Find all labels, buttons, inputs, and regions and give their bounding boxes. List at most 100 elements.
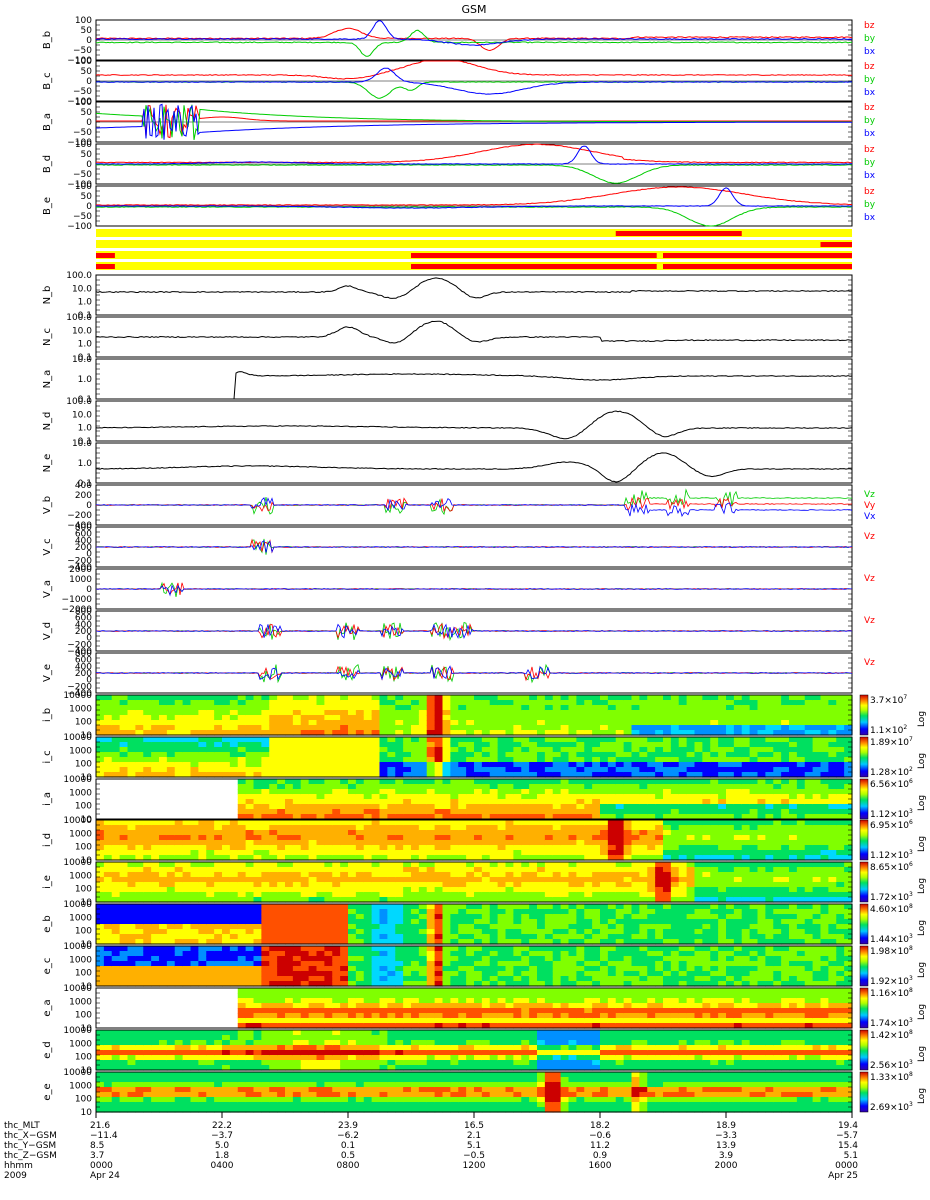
spectrogram-cell	[277, 804, 286, 810]
spectrogram-cell	[261, 757, 270, 763]
spectrogram-cell	[789, 840, 798, 846]
spectrogram-cell	[442, 904, 451, 910]
spectrogram-cell	[481, 862, 491, 868]
spectrogram-cell	[450, 939, 459, 945]
spectrogram-cell	[151, 929, 160, 935]
spectrogram-cell	[190, 872, 199, 878]
spectrogram-cell	[103, 929, 113, 935]
vy-series-line	[95, 496, 853, 513]
spectrogram-cell	[529, 939, 538, 945]
spectrogram-cell	[198, 850, 207, 856]
spectrogram-cell	[647, 779, 656, 785]
spectrogram-cell	[741, 919, 751, 925]
spectrogram-cell	[135, 820, 144, 826]
spectrogram-cell	[426, 850, 436, 856]
spectrogram-cell	[324, 939, 333, 945]
spectrogram-cell	[773, 825, 782, 831]
spectrogram-cell	[600, 799, 609, 805]
spectrogram-cell	[639, 835, 648, 841]
spectrogram-cell	[828, 779, 837, 785]
spectrogram-cell	[466, 909, 475, 915]
spectrogram-cell	[111, 757, 121, 763]
spectrogram-cell	[403, 845, 412, 851]
spectrogram-cell	[292, 850, 302, 856]
spectrogram-cell	[96, 710, 105, 716]
spectrogram-cell	[363, 710, 373, 716]
spectrogram-cell	[828, 830, 837, 836]
spectrogram-cell	[789, 830, 798, 836]
spectrogram-cell	[639, 757, 648, 763]
spectrogram-cell	[489, 799, 499, 805]
spectrogram-cell	[458, 742, 467, 748]
spectrogram-cell	[316, 747, 325, 753]
spectrogram-cell	[474, 862, 483, 868]
spectrogram-cell	[261, 747, 270, 753]
spectrogram-cell	[450, 789, 459, 795]
spectrogram-cell	[151, 710, 160, 716]
spectrogram-cell	[481, 840, 491, 846]
colorbar-scale-label: Log	[917, 836, 927, 852]
spectrogram-cell	[466, 897, 475, 903]
spectrogram-cell	[489, 700, 499, 706]
spectrogram-cell	[182, 762, 192, 768]
spectrogram-cell	[796, 887, 806, 893]
spectrogram-cell	[765, 887, 774, 893]
spectrogram-cell	[348, 934, 357, 940]
spectrogram-cell	[229, 855, 239, 861]
spectrogram-cell	[442, 877, 451, 883]
spectrogram-cell	[607, 725, 617, 731]
spectrogram-cell	[836, 762, 845, 768]
spectrogram-cell	[781, 784, 790, 790]
spectrogram-cell	[261, 909, 270, 915]
spectrogram-cell	[269, 909, 278, 915]
spectrogram-cell	[670, 939, 680, 945]
spectrogram-cell	[324, 887, 333, 893]
spectrogram-cell	[655, 840, 664, 846]
spectrogram-cell	[505, 789, 514, 795]
spectrogram-cell	[836, 737, 845, 743]
mode-bar-segment	[820, 242, 852, 247]
spectrogram-cell	[513, 904, 522, 910]
spectrogram-cell	[584, 742, 593, 748]
v-panel-tick-label: 800	[75, 649, 92, 659]
spectrogram-cell	[733, 887, 743, 893]
spectrogram-cell	[521, 882, 530, 888]
spectrogram-cell	[96, 757, 105, 763]
b-panel-tick-label: 50	[81, 67, 93, 77]
spectrogram-cell	[615, 872, 625, 878]
v-panel-tick-label: 0	[86, 585, 92, 595]
spectrogram-cell	[529, 830, 538, 836]
spectrogram-cell	[458, 747, 467, 753]
spectrogram-cell	[450, 742, 459, 748]
spectrogram-cell	[174, 835, 184, 841]
spectrogram-cell	[655, 779, 664, 785]
spectrogram-cell	[552, 789, 562, 795]
spectrogram-cell	[726, 825, 735, 831]
spectrogram-cell	[174, 752, 184, 758]
spectrogram-cell	[324, 804, 333, 810]
spectrogram-cell	[710, 904, 719, 910]
spectrogram-cell	[308, 909, 318, 915]
spectrogram-cell	[844, 747, 853, 753]
b-panel-ylabel: B_e	[42, 197, 53, 215]
spectrogram-cell	[103, 730, 113, 736]
spectrogram-cell	[159, 924, 168, 930]
spectrogram-cell	[300, 825, 310, 831]
spectrogram-cell	[560, 730, 570, 736]
spectrogram-cell	[600, 887, 609, 893]
bx-series-line	[95, 67, 853, 95]
spectrogram-cell	[450, 845, 459, 851]
spectrogram-cell	[836, 772, 845, 778]
spectrogram-cell	[489, 872, 499, 878]
spectrogram-cell	[245, 747, 255, 753]
spectrogram-cell	[710, 929, 719, 935]
spectrogram-cell	[466, 929, 475, 935]
spectrogram-cell	[395, 799, 404, 805]
spectrogram-cell	[190, 737, 199, 743]
spectrogram-cell	[198, 897, 207, 903]
spectrogram-cell	[292, 835, 302, 841]
spectrogram-cell	[96, 929, 105, 935]
spectrogram-cell	[820, 882, 829, 888]
spectrogram-cell	[324, 892, 333, 898]
spectrogram-cell	[639, 914, 648, 920]
